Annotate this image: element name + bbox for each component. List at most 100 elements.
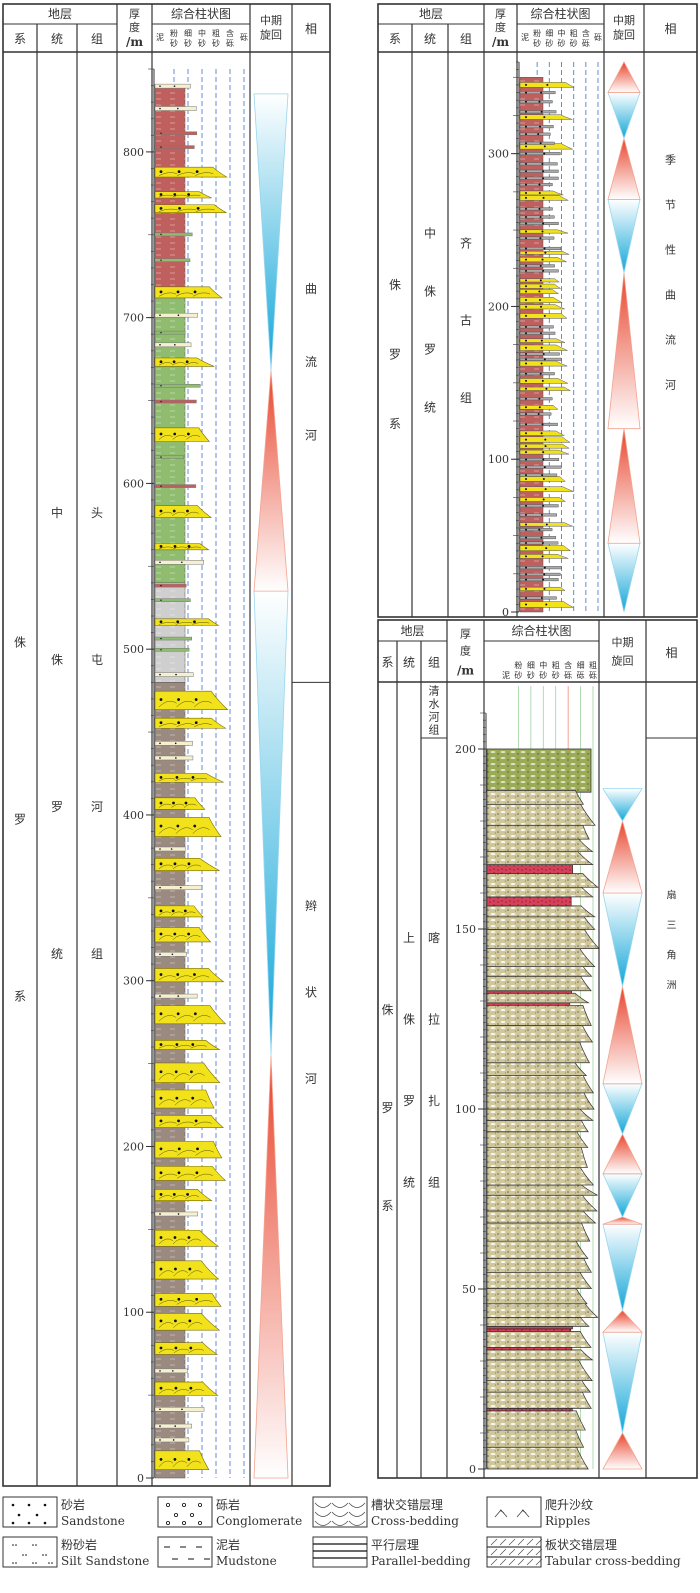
cross-bedding-mark <box>158 911 172 916</box>
system-label-char: 侏 <box>14 636 26 650</box>
siltstone-bed <box>519 125 554 129</box>
sand-grain <box>543 358 546 361</box>
legend-swatch <box>2 1496 58 1528</box>
silt-grain <box>160 385 162 387</box>
cross-bedding-mark <box>186 864 202 869</box>
silt-grain <box>159 85 161 87</box>
axis-tick-label: 400 <box>123 809 144 822</box>
header-thickness: 厚 <box>495 7 506 20</box>
siltstone-bed <box>519 236 555 240</box>
legend-item: 平行层理 Parallel-bedding <box>312 1536 471 1568</box>
sand-grain <box>525 541 527 544</box>
fan-conglomerate-bed <box>486 790 585 805</box>
mudstone-pattern <box>155 85 185 293</box>
sandstone-bed <box>519 344 568 351</box>
conglomerate-circle <box>181 1503 186 1508</box>
sand-grain <box>159 1346 163 1350</box>
legend-label-en: Tabular cross-bedding <box>545 1554 681 1568</box>
sand-grain <box>178 206 181 210</box>
sand-grain <box>543 116 546 119</box>
header-facies: 相 <box>305 22 317 36</box>
system-label-char: 侏 <box>389 278 401 292</box>
grain-size-label: 粗砂 <box>570 28 578 48</box>
depth-axis: 0 50 100 150 200 <box>455 712 487 1476</box>
cross-bedding-mark <box>158 1045 175 1049</box>
cross-bedding-mark <box>176 723 195 727</box>
falling-half-cycle <box>607 542 641 613</box>
siltstone-bed <box>519 458 560 462</box>
legend-swatch <box>312 1536 368 1568</box>
silt-grain <box>159 344 161 346</box>
sand-grain <box>187 193 190 196</box>
sand-grain <box>525 183 527 186</box>
fan-conglomerate-bed <box>486 1349 594 1361</box>
sand-grain <box>540 362 543 365</box>
grain-size-label-text: 粉 <box>514 660 522 670</box>
system-label-char: 罗 <box>381 1101 393 1115</box>
siltstone-bed <box>519 91 556 95</box>
cross-bedding-mark <box>177 1150 196 1156</box>
red-sandstone-bed <box>486 1347 573 1351</box>
sand-grain <box>525 83 527 86</box>
grain-size-label: 砾 <box>240 32 248 42</box>
grain-size-label-text: 砾 <box>582 38 590 48</box>
grain-size-label-text: 粗 <box>552 660 560 670</box>
silt-grain <box>175 757 177 759</box>
sandstone-bed <box>154 1293 222 1307</box>
siltstone-bed <box>519 141 555 145</box>
falling-half-cycle <box>253 93 289 371</box>
sandstone-bed <box>154 927 212 943</box>
trough-arc <box>314 1520 332 1526</box>
header-formation: 组 <box>91 32 103 46</box>
trough-arc <box>348 1502 366 1508</box>
silt-grain <box>159 107 161 110</box>
sand-grain <box>525 523 527 526</box>
system-label-char: 系 <box>381 1199 393 1213</box>
panel-frame <box>377 3 698 618</box>
legend-item: 槽状交错层理 Cross-bedding <box>312 1496 459 1528</box>
cross-bedding-mark <box>172 1195 186 1200</box>
cross-bedding-mark <box>186 434 201 440</box>
silt-grain <box>174 344 176 346</box>
sand-grain <box>172 360 176 364</box>
sand-grain <box>183 909 187 913</box>
sand-grain <box>545 547 548 550</box>
tabular-foreset <box>517 1538 525 1546</box>
sand-grain <box>525 451 527 454</box>
legend-label-en: Conglomerate <box>216 1514 302 1528</box>
sand-grain <box>173 932 177 936</box>
sand-grain <box>525 110 527 113</box>
sand-grain <box>538 183 541 186</box>
cross-bedding-mark <box>194 1173 213 1179</box>
siltstone-bed <box>154 672 194 677</box>
grain-size-label: 泥 <box>521 33 529 42</box>
sand-grain <box>525 362 527 365</box>
sand-grain <box>172 801 175 805</box>
sandstone-dot <box>43 1521 47 1525</box>
siltstone-bed <box>519 357 562 361</box>
cross-bedding-mark <box>158 434 173 440</box>
system-label-char: 系 <box>389 417 401 431</box>
silt-dot <box>32 1562 34 1564</box>
sand-grain <box>525 432 527 435</box>
sand-grain <box>538 406 541 409</box>
sand-grain <box>540 305 543 308</box>
cross-bedding-mark <box>174 1045 191 1049</box>
siltstone-bed <box>154 993 198 999</box>
sand-grain <box>159 1096 163 1100</box>
silt-dot <box>15 1562 17 1564</box>
sand-grain <box>525 566 527 569</box>
panel-header: 地层系统组厚度/m综合柱状图 中期旋回 相泥 粉砂细砂中砂粗砂含砾砾 <box>377 3 698 618</box>
fan-conglomerate-bed <box>486 1147 588 1168</box>
sand-grain <box>187 862 191 866</box>
grain-size-label-text: 砂 <box>514 670 522 680</box>
legend-label-en: Silt Sandstone <box>61 1554 149 1568</box>
series-label-char: 罗 <box>51 800 63 814</box>
silt-grain <box>181 561 183 564</box>
system-label: 侏罗系 <box>389 278 401 431</box>
sand-grain <box>540 346 543 349</box>
fan-conglomerate-bed <box>486 1303 599 1318</box>
facies-label-char: 角 <box>667 950 677 962</box>
